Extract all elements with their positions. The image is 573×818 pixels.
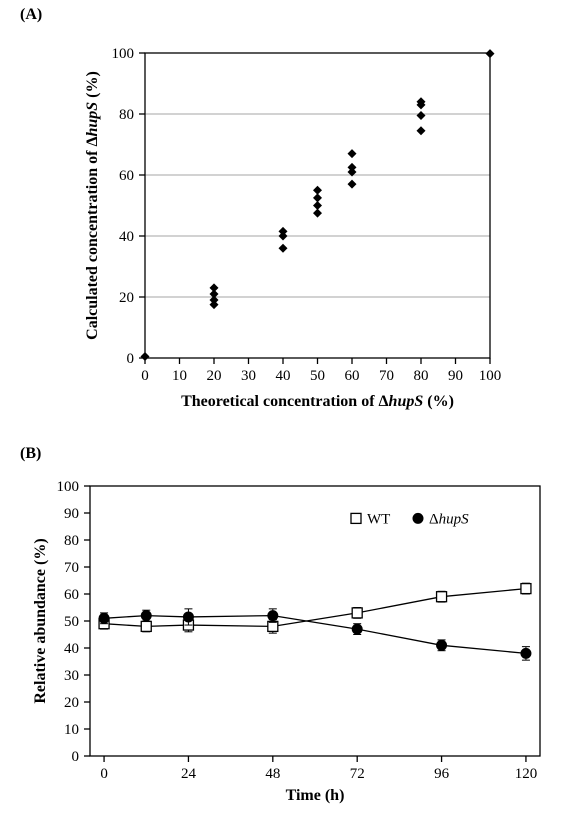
svg-text:72: 72 (350, 766, 365, 782)
svg-text:10: 10 (64, 722, 79, 738)
svg-text:0: 0 (127, 351, 135, 367)
svg-text:48: 48 (265, 766, 280, 782)
svg-text:96: 96 (434, 766, 450, 782)
svg-text:Calculated concentration of Δh: Calculated concentration of ΔhupS (%) (84, 71, 101, 340)
svg-text:60: 60 (119, 168, 134, 184)
svg-text:80: 80 (64, 533, 79, 549)
svg-text:70: 70 (379, 368, 394, 384)
svg-text:40: 40 (64, 641, 79, 657)
svg-text:60: 60 (64, 587, 79, 603)
svg-text:20: 20 (207, 368, 222, 384)
svg-text:40: 40 (119, 229, 134, 245)
svg-text:30: 30 (241, 368, 256, 384)
svg-text:70: 70 (64, 560, 79, 576)
svg-text:60: 60 (345, 368, 360, 384)
svg-text:20: 20 (119, 290, 134, 306)
svg-text:30: 30 (64, 668, 79, 684)
svg-text:0: 0 (100, 766, 108, 782)
svg-text:Theoretical concentration of Δ: Theoretical concentration of ΔhupS (%) (181, 393, 454, 410)
svg-text:80: 80 (119, 107, 134, 123)
panel-b-chart: 0 24 48 72 96 120 0 10 20 30 40 50 60 70 80 90 100 Time (… (15, 468, 560, 818)
svg-text:90: 90 (64, 506, 79, 522)
svg-text:20: 20 (64, 695, 79, 711)
figure: (A) 0102030405060708090100020406080100Th… (0, 0, 573, 816)
svg-text:100: 100 (57, 479, 80, 495)
svg-text:80: 80 (414, 368, 429, 384)
panel-a-chart: 0 10 20 30 40 50 60 70 80 90 100 0 20 40 60 80 100 Theore… (60, 28, 560, 418)
svg-text:Time (h): Time (h) (286, 787, 345, 804)
svg-text:40: 40 (276, 368, 291, 384)
svg-text:90: 90 (448, 368, 463, 384)
svg-text:10: 10 (172, 368, 187, 384)
svg-text:WT: WT (367, 511, 390, 527)
svg-text:0: 0 (141, 368, 149, 384)
svg-text:100: 100 (479, 368, 502, 384)
svg-text:50: 50 (310, 368, 325, 384)
svg-text:ΔhupS: ΔhupS (429, 511, 469, 527)
svg-text:0: 0 (72, 749, 80, 765)
panel-b-label: (B) (20, 445, 41, 463)
svg-text:50: 50 (64, 614, 79, 630)
svg-text:120: 120 (515, 766, 538, 782)
panel-a-label: (A) (20, 6, 42, 24)
svg-text:Relative abundance (%): Relative abundance (%) (32, 538, 49, 703)
svg-text:24: 24 (181, 766, 197, 782)
svg-text:100: 100 (112, 46, 135, 62)
